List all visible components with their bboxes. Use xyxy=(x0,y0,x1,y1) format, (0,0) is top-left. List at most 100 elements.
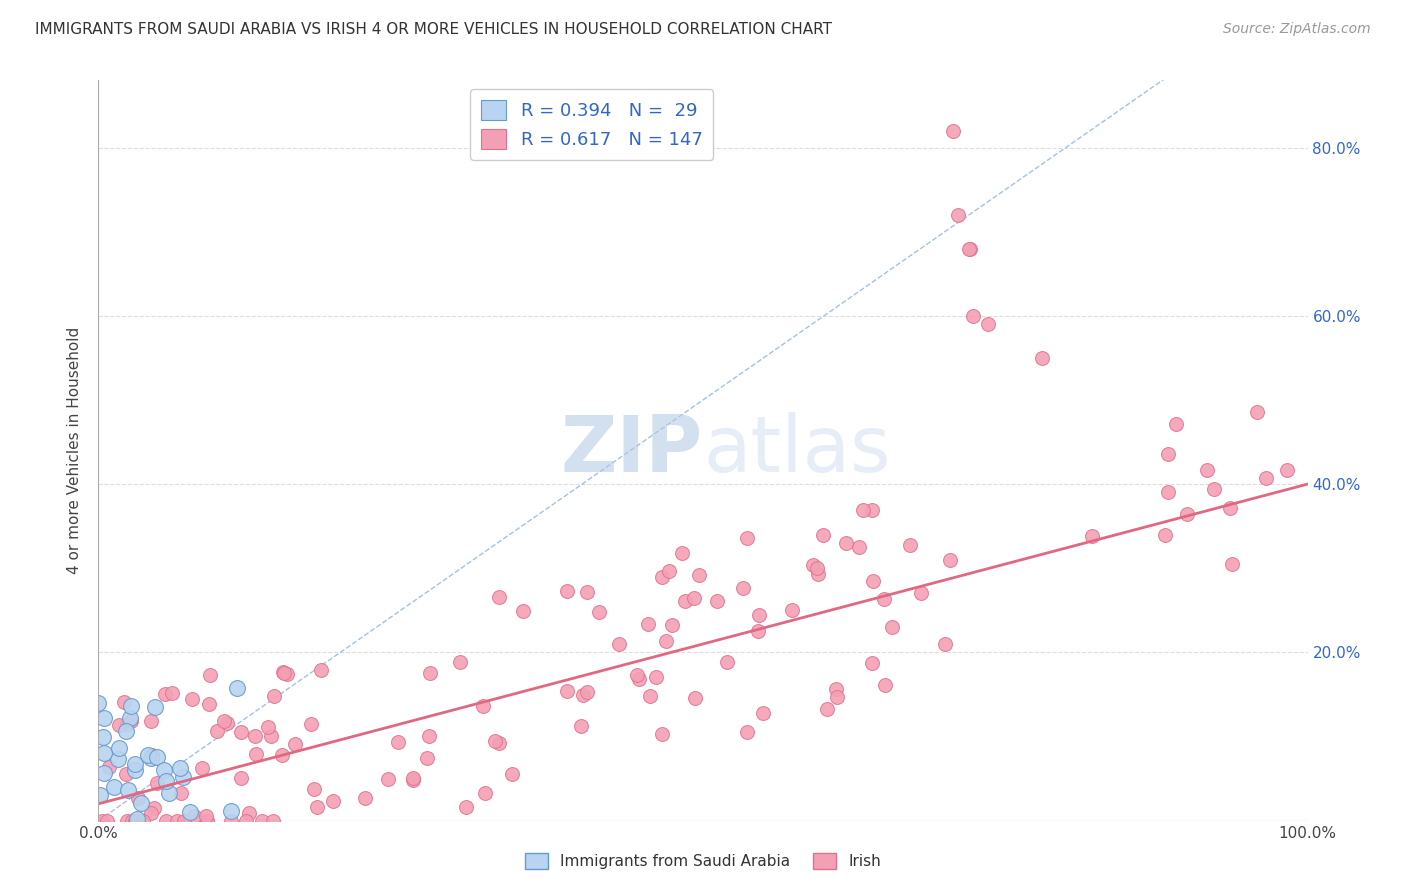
Point xyxy=(1195,463,1218,477)
Point xyxy=(155,814,177,828)
Point xyxy=(959,242,981,256)
Point xyxy=(121,814,143,828)
Point xyxy=(91,730,114,744)
Point xyxy=(454,799,477,814)
Point xyxy=(114,767,136,781)
Point xyxy=(271,747,294,762)
Point xyxy=(141,714,163,728)
Point xyxy=(661,617,683,632)
Point xyxy=(1154,528,1177,542)
Point xyxy=(638,689,661,703)
Point xyxy=(1175,508,1198,522)
Point xyxy=(103,780,125,794)
Point xyxy=(1204,482,1226,496)
Point xyxy=(948,208,970,222)
Point xyxy=(607,637,630,651)
Point xyxy=(683,591,706,605)
Point xyxy=(501,767,523,781)
Point xyxy=(962,309,984,323)
Point xyxy=(252,814,274,828)
Text: ZIP: ZIP xyxy=(561,412,703,489)
Point xyxy=(205,724,228,739)
Point xyxy=(198,697,221,711)
Point xyxy=(939,552,962,566)
Point xyxy=(807,567,830,582)
Point xyxy=(170,786,193,800)
Point xyxy=(93,747,115,761)
Point xyxy=(848,540,870,554)
Point xyxy=(108,740,131,755)
Point xyxy=(284,737,307,751)
Point xyxy=(108,717,131,731)
Point xyxy=(155,774,177,789)
Point xyxy=(96,814,118,828)
Point xyxy=(671,546,693,560)
Point xyxy=(212,714,235,728)
Point xyxy=(488,590,510,604)
Point xyxy=(835,535,858,549)
Point xyxy=(89,788,111,802)
Point xyxy=(782,603,804,617)
Point xyxy=(160,686,183,700)
Point xyxy=(153,764,176,778)
Point xyxy=(243,730,266,744)
Point xyxy=(747,624,769,639)
Point xyxy=(402,771,425,785)
Point xyxy=(139,751,162,765)
Point xyxy=(377,772,399,786)
Point xyxy=(145,749,167,764)
Point xyxy=(132,814,155,828)
Point xyxy=(910,586,932,600)
Point xyxy=(688,568,710,582)
Point xyxy=(221,804,243,818)
Point xyxy=(1246,405,1268,419)
Point xyxy=(628,672,651,686)
Point xyxy=(873,678,896,692)
Point xyxy=(942,124,965,138)
Point xyxy=(898,538,921,552)
Point xyxy=(225,681,247,696)
Point xyxy=(737,724,759,739)
Point xyxy=(299,717,322,731)
Point xyxy=(1275,463,1298,477)
Point xyxy=(706,594,728,608)
Point xyxy=(120,698,142,713)
Point xyxy=(651,727,673,741)
Point xyxy=(322,794,344,808)
Point xyxy=(880,620,903,634)
Legend: R = 0.394   N =  29, R = 0.617   N = 147: R = 0.394 N = 29, R = 0.617 N = 147 xyxy=(470,89,713,160)
Point xyxy=(626,667,648,681)
Point xyxy=(801,558,824,573)
Point xyxy=(219,814,242,828)
Point xyxy=(825,690,848,704)
Point xyxy=(402,772,425,787)
Point xyxy=(115,716,138,731)
Point xyxy=(124,757,146,772)
Point xyxy=(387,735,409,749)
Point xyxy=(136,748,159,763)
Point xyxy=(271,665,294,680)
Point xyxy=(190,761,212,775)
Legend: Immigrants from Saudi Arabia, Irish: Immigrants from Saudi Arabia, Irish xyxy=(519,847,887,875)
Point xyxy=(125,814,148,828)
Point xyxy=(273,665,295,680)
Point xyxy=(276,666,298,681)
Point xyxy=(637,616,659,631)
Point xyxy=(198,667,221,681)
Point xyxy=(673,594,696,608)
Point xyxy=(976,318,998,332)
Point xyxy=(588,605,610,619)
Point xyxy=(229,725,252,739)
Point xyxy=(235,814,257,828)
Point xyxy=(141,805,163,820)
Point xyxy=(1220,557,1243,571)
Point xyxy=(1219,500,1241,515)
Text: IMMIGRANTS FROM SAUDI ARABIA VS IRISH 4 OR MORE VEHICLES IN HOUSEHOLD CORRELATIO: IMMIGRANTS FROM SAUDI ARABIA VS IRISH 4 … xyxy=(35,22,832,37)
Point xyxy=(569,718,592,732)
Point xyxy=(716,655,738,669)
Point xyxy=(419,665,441,680)
Point xyxy=(179,805,201,819)
Point xyxy=(302,782,325,797)
Point xyxy=(307,799,329,814)
Point xyxy=(555,583,578,598)
